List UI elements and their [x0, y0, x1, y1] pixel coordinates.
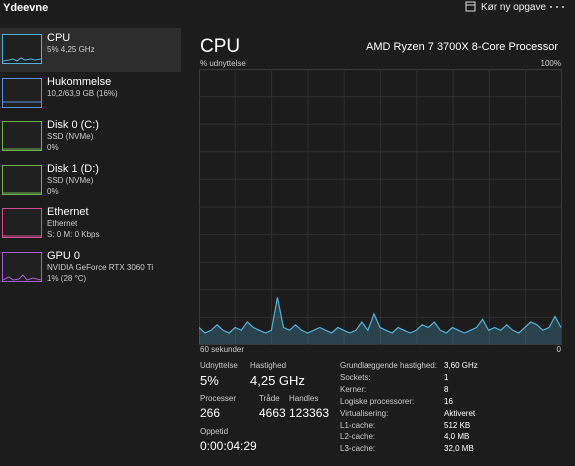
run-task-button[interactable]: Kør ny opgave [481, 2, 547, 13]
main-title: CPU [200, 36, 241, 57]
sidebar-item[interactable]: Disk 0 (C:) SSD (NVMe) 0% [0, 115, 181, 159]
sidebar-item-detail: 10,2/63,9 GB (16%) [47, 88, 118, 98]
detail-label: Sockets: [340, 372, 371, 382]
mini-graph [2, 121, 42, 151]
stat-label: Handles [289, 394, 319, 403]
run-task-icon [465, 1, 476, 12]
stat-value: 4,25 GHz [250, 373, 305, 388]
detail-value: 8 [444, 384, 449, 394]
detail-label: L1-cache: [340, 420, 376, 430]
detail-label: Logiske processorer: [340, 396, 415, 406]
graph-x-right-label: 0 [556, 345, 561, 354]
sidebar-item-detail: NVIDIA GeForce RTX 3060 Ti [47, 262, 154, 272]
stat-label: Tråde [259, 394, 280, 403]
sidebar-item-name: Ethernet [47, 206, 89, 218]
stat-value: 123363 [289, 406, 330, 420]
graph-x-left-label: 60 sekunder [200, 345, 245, 354]
graph-area [199, 297, 561, 344]
graph-y-max-label: 100% [540, 59, 561, 68]
sidebar-item-detail: 1% (28 °C) [47, 273, 87, 283]
processor-name: AMD Ryzen 7 3700X 8-Core Processor [366, 41, 558, 53]
mini-graph [2, 34, 42, 64]
detail-label: Kerner: [340, 384, 367, 394]
detail-value: 512 KB [444, 420, 471, 430]
mini-graph-line [3, 101, 41, 102]
sidebar-item-detail: 0% [47, 143, 59, 152]
stat-label: Oppetid [200, 427, 229, 436]
mini-graph [2, 208, 42, 238]
sidebar-item[interactable]: CPU 5% 4,25 GHz [0, 28, 181, 72]
mini-graph-line [3, 192, 41, 193]
sidebar-item-detail: 5% 4,25 GHz [47, 45, 95, 54]
detail-label: Grundlæggende hastighed: [340, 361, 437, 370]
sidebar-item-detail: Ethernet [47, 219, 78, 228]
page-title: Ydeevne [3, 2, 49, 14]
graph-y-label: % udnyttelse [200, 59, 246, 68]
stat-label: Hastighed [250, 361, 287, 370]
sidebar-item[interactable]: GPU 0 NVIDIA GeForce RTX 3060 Ti 1% (28 °C… [0, 246, 181, 290]
sidebar-item[interactable]: Hukommelse 10,2/63,9 GB (16%) [0, 72, 181, 116]
sidebar-item-name: CPU [47, 32, 71, 44]
detail-value: 16 [444, 396, 453, 406]
mini-graph-line [3, 235, 41, 237]
stat-label: Processer [200, 394, 237, 403]
detail-value: 3,60 GHz [444, 361, 478, 370]
mini-graph [2, 251, 42, 282]
sidebar-item-name: Disk 0 (C:) [47, 119, 99, 131]
detail-label: L3-cache: [340, 444, 376, 454]
detail-value: 32,0 MB [444, 444, 474, 454]
detail-value: 1 [444, 372, 449, 382]
sidebar-item-name: Hukommelse [47, 75, 112, 88]
cpu-graph [199, 69, 562, 345]
stat-value: 4663 [259, 406, 286, 420]
sidebar-item-name: GPU 0 [47, 249, 81, 262]
stat-value: 266 [200, 406, 221, 420]
stat-value: 5% [200, 373, 219, 388]
mini-graph-line [2, 273, 42, 281]
detail-value: Aktiveret [444, 408, 476, 418]
detail-value: 4,0 MB [444, 432, 470, 442]
graph-line [199, 297, 562, 334]
mini-graph-line [2, 57, 42, 62]
mini-graph-line [3, 148, 41, 150]
sidebar-item-detail: SSD (NVMe) [47, 175, 94, 185]
sidebar-item[interactable]: Ethernet Ethernet S: 0 M: 0 Kbps [0, 202, 181, 246]
sidebar-item-detail: SSD (NVMe) [47, 132, 94, 141]
more-button[interactable] [548, 4, 566, 10]
detail-label: L2-cache: [340, 432, 376, 442]
detail-label: Virtualisering: [340, 408, 389, 418]
stat-label: Udnyttelse [200, 361, 238, 370]
stat-value: 0:00:04:29 [200, 439, 257, 453]
sidebar-item-name: Disk 1 (D:) [47, 162, 99, 175]
mini-graph [2, 164, 42, 195]
mini-graph [2, 77, 42, 108]
sidebar-item-detail: 0% [47, 186, 59, 196]
sidebar-item-detail: S: 0 M: 0 Kbps [47, 230, 100, 239]
sidebar-item[interactable]: Disk 1 (D:) SSD (NVMe) 0% [0, 159, 181, 203]
